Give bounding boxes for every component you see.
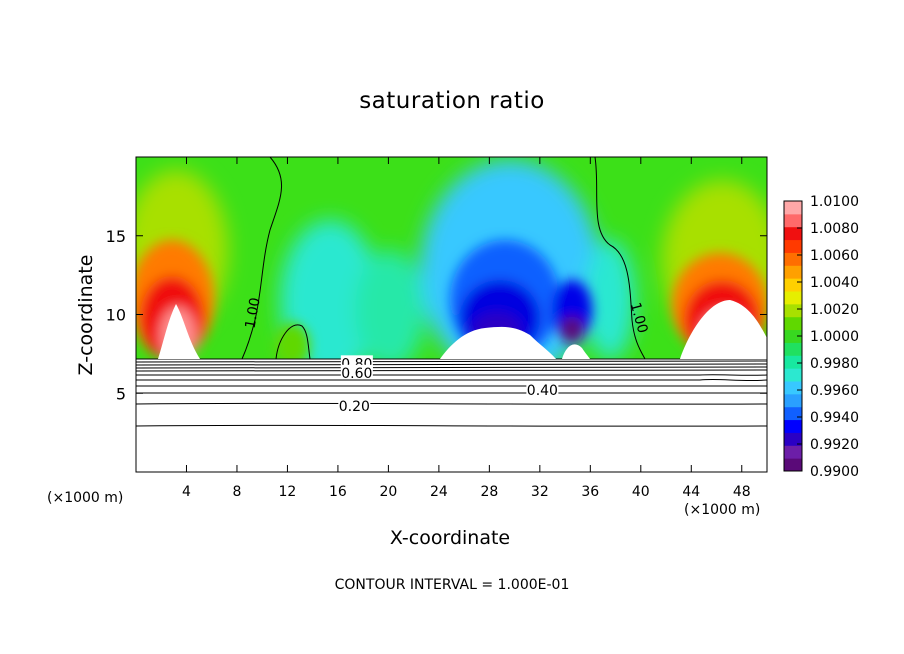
contour-label: 0.40 — [527, 383, 558, 399]
x-unit-label-right: (×1000 m) — [684, 502, 761, 518]
colorbar-label: 1.0060 — [810, 248, 859, 264]
x-tick-label: 16 — [329, 484, 347, 500]
contour-line — [136, 378, 767, 382]
colorbar-segment — [784, 291, 802, 305]
contour-line-1.00-closed — [275, 324, 311, 360]
x-tick-label: 20 — [379, 484, 397, 500]
contour-label: 1.00 — [243, 296, 264, 329]
colorbar-segment — [784, 329, 802, 343]
colorbar-segment — [784, 316, 802, 331]
chart-title: saturation ratio — [359, 88, 545, 114]
y-axis-label: Z-coordinate — [75, 254, 97, 376]
colorbar-segment — [784, 381, 802, 395]
contour-line — [136, 424, 767, 427]
x-tick-label: 8 — [232, 484, 241, 500]
x-tick-label: 48 — [733, 484, 751, 500]
x-axis-ticks: 4 8 12 16 20 24 28 32 36 40 44 48 — [182, 157, 751, 500]
y-tick-label: 15 — [106, 227, 126, 246]
colorbar-segment — [784, 445, 802, 459]
clear-patch — [440, 326, 556, 359]
contour-label: 0.20 — [339, 399, 370, 415]
colorbar-label: 0.9980 — [810, 356, 859, 372]
x-tick-label: 36 — [581, 484, 599, 500]
contour-label: 0.60 — [341, 366, 372, 382]
colorbar-segment — [784, 355, 802, 369]
x-tick-label: 28 — [480, 484, 498, 500]
contour-label-bg — [340, 364, 373, 379]
contour-label-bg — [526, 382, 559, 397]
colorbar-label: 0.9900 — [810, 464, 859, 480]
colorbar-label: 0.9920 — [810, 437, 859, 453]
x-tick-label: 32 — [531, 484, 549, 500]
contour-label-bg — [338, 397, 371, 412]
colorbar-segment — [784, 432, 802, 446]
colorbar-label: 0.9940 — [810, 410, 859, 426]
contour-line — [136, 402, 767, 405]
contour-label-group: 0.40 — [526, 382, 559, 399]
contour-line — [136, 374, 767, 376]
contour-interval-note: CONTOUR INTERVAL = 1.000E-01 — [334, 577, 570, 593]
contour-label-group: 1.00 — [243, 296, 264, 329]
contour-line — [136, 385, 767, 387]
colorbar-segment — [784, 201, 802, 215]
x-unit-label-left: (×1000 m) — [47, 490, 124, 506]
colorbar: 1.0100 1.0080 1.0060 1.0040 1.0020 1.0000 0.99… — [783, 194, 859, 480]
clear-patch — [562, 344, 590, 359]
x-tick-label: 4 — [182, 484, 191, 500]
contour-label-group: 0.20 — [338, 397, 371, 415]
colorbar-label: 1.0000 — [810, 329, 859, 345]
colorbar-label: 1.0080 — [810, 221, 859, 237]
contour-label-group: 1.00 — [627, 301, 651, 335]
unsaturated-region — [136, 359, 767, 472]
colorbar-segment — [784, 342, 802, 356]
x-axis-label: X-coordinate — [389, 527, 511, 549]
y-axis-ticks: 5 10 15 — [106, 227, 767, 403]
contour-line — [136, 369, 767, 372]
contour-line — [136, 360, 767, 363]
contour-label-group: 0.60 — [340, 364, 373, 382]
y-tick-label: 10 — [106, 306, 126, 325]
x-tick-label: 40 — [632, 484, 650, 500]
contour-line — [136, 392, 767, 394]
x-tick-label: 24 — [430, 484, 448, 500]
colorbar-segment — [784, 458, 802, 472]
colorbar-label: 0.9960 — [810, 383, 859, 399]
x-tick-label: 44 — [682, 484, 700, 500]
clear-air-patches — [158, 300, 767, 359]
colorbar-segment — [784, 213, 802, 228]
colorbar-segment — [784, 406, 802, 421]
clear-patch — [680, 300, 767, 359]
contour-line-1.00-left — [241, 157, 283, 360]
colorbar-segment — [784, 239, 802, 253]
contour-line — [136, 363, 767, 366]
colorbar-segment — [784, 252, 802, 266]
colorbar-segment — [784, 368, 802, 382]
colorbar-label: 1.0100 — [810, 194, 859, 210]
colorbar-segment — [784, 419, 802, 433]
colorbar-label: 1.0040 — [810, 275, 859, 291]
colorbar-segment — [784, 278, 802, 292]
contour-line-1.00-right — [594, 157, 646, 360]
colorbar-label: 1.0020 — [810, 302, 859, 318]
x-tick-label: 12 — [279, 484, 297, 500]
contour-labels: 1.00 1.000.800.600.400.20 — [243, 296, 651, 415]
colorbar-segment — [784, 265, 802, 279]
colorbar-segment — [784, 303, 802, 318]
colorbar-segment — [784, 393, 802, 408]
contour-label: 1.00 — [627, 301, 651, 335]
clear-patch — [158, 304, 200, 359]
contour-line — [136, 366, 767, 369]
colorbar-segment — [784, 226, 802, 241]
y-tick-label: 5 — [116, 384, 126, 403]
